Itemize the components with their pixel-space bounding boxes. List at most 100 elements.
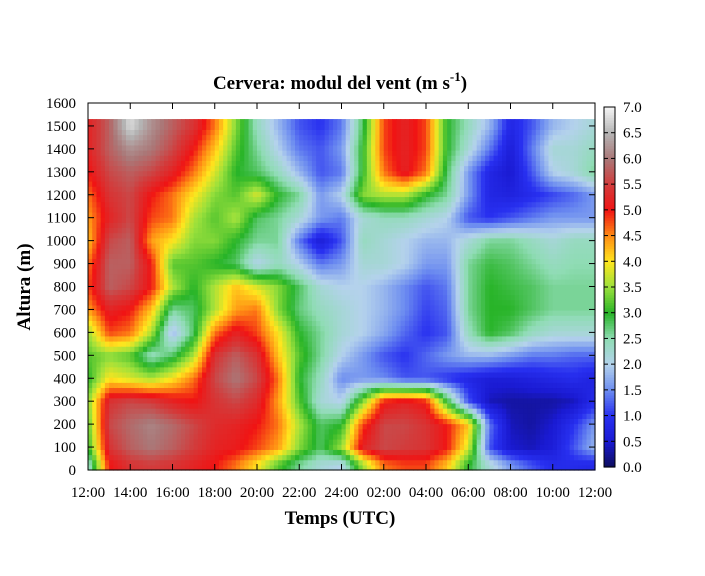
- heatmap-cell: [100, 366, 106, 373]
- heatmap-cell: [92, 289, 98, 296]
- heatmap-cell: [307, 423, 313, 430]
- heatmap-cell: [126, 289, 131, 296]
- heatmap-cell: [168, 392, 174, 399]
- heatmap-cell: [92, 439, 98, 445]
- heatmap-cell: [311, 439, 317, 445]
- heatmap-cell: [261, 397, 267, 404]
- heatmap-cell: [227, 330, 233, 337]
- heatmap-cell: [273, 449, 279, 456]
- heatmap-cell: [206, 289, 212, 296]
- heatmap-cell: [320, 217, 326, 223]
- heatmap-cell: [104, 248, 110, 254]
- heatmap-cell: [299, 310, 305, 316]
- heatmap-cell: [248, 299, 254, 306]
- heatmap-cell: [328, 304, 334, 311]
- heatmap-cell: [286, 180, 292, 187]
- heatmap-cell: [117, 464, 123, 471]
- heatmap-cell: [96, 263, 102, 270]
- heatmap-cell: [104, 439, 110, 445]
- heatmap-cell: [142, 139, 148, 146]
- heatmap-cell: [113, 279, 119, 285]
- heatmap-cell: [164, 263, 169, 270]
- chart-title-superscript: -1: [450, 69, 461, 84]
- heatmap-cell: [176, 273, 182, 280]
- heatmap-cell: [88, 273, 93, 280]
- heatmap-cell: [371, 232, 376, 239]
- heatmap-cell: [354, 428, 359, 435]
- heatmap-cell: [227, 258, 233, 265]
- heatmap-cell: [307, 201, 313, 208]
- heatmap-cell: [257, 191, 262, 198]
- heatmap-cell: [206, 180, 212, 187]
- heatmap-cell: [252, 444, 258, 450]
- heatmap-cell: [324, 150, 330, 156]
- heatmap-cell: [126, 237, 131, 244]
- heatmap-cell: [366, 320, 372, 327]
- heatmap-cell: [278, 315, 283, 321]
- heatmap-cell: [206, 418, 212, 425]
- heatmap-cell: [311, 433, 317, 440]
- heatmap-cell: [117, 433, 123, 440]
- heatmap-cell: [366, 242, 372, 249]
- heatmap-cell: [269, 284, 275, 290]
- heatmap-cell: [362, 139, 368, 146]
- heatmap-cell: [214, 175, 220, 182]
- heatmap-cell: [223, 413, 229, 419]
- heatmap-cell: [371, 273, 376, 280]
- heatmap-cell: [117, 150, 123, 156]
- heatmap-cell: [269, 387, 275, 394]
- heatmap-cell: [320, 310, 326, 316]
- heatmap-cell: [180, 423, 186, 430]
- heatmap-cell: [295, 439, 300, 445]
- heatmap-cell: [345, 299, 351, 306]
- heatmap-cell: [227, 428, 233, 435]
- heatmap-cell: [185, 139, 191, 146]
- heatmap-cell: [362, 155, 368, 161]
- heatmap-cell: [202, 119, 207, 125]
- heatmap-cell: [349, 366, 355, 373]
- heatmap-cell: [278, 206, 283, 213]
- heatmap-cell: [290, 356, 296, 363]
- heatmap-cell: [206, 310, 212, 316]
- heatmap-cell: [248, 330, 254, 337]
- heatmap-cell: [286, 284, 292, 290]
- heatmap-cell: [126, 315, 131, 321]
- heatmap-cell: [138, 170, 144, 177]
- heatmap-cell: [257, 186, 262, 192]
- heatmap-cell: [121, 268, 127, 275]
- heatmap-cell: [113, 304, 119, 311]
- heatmap-cell: [261, 273, 267, 280]
- heatmap-cell: [244, 211, 250, 218]
- heatmap-cell: [316, 351, 321, 358]
- heatmap-cell: [392, 397, 398, 404]
- heatmap-cell: [164, 408, 169, 414]
- heatmap-cell: [189, 299, 195, 306]
- heatmap-cell: [159, 392, 165, 399]
- heatmap-cell: [383, 222, 389, 229]
- heatmap-cell: [185, 464, 191, 471]
- heatmap-cell: [248, 289, 254, 296]
- heatmap-cell: [193, 299, 199, 306]
- heatmap-cell: [316, 325, 321, 332]
- heatmap-cell: [193, 124, 199, 130]
- heatmap-cell: [383, 382, 389, 389]
- heatmap-cell: [341, 165, 347, 172]
- heatmap-cell: [345, 165, 351, 172]
- heatmap-cell: [257, 397, 262, 404]
- heatmap-cell: [240, 356, 245, 363]
- heatmap-cell: [278, 175, 283, 182]
- heatmap-cell: [273, 237, 279, 244]
- heatmap-cell: [375, 180, 381, 187]
- heatmap-cell: [130, 387, 136, 394]
- heatmap-cell: [159, 217, 165, 223]
- heatmap-cell: [396, 346, 402, 352]
- heatmap-cell: [210, 413, 216, 419]
- heatmap-cell: [176, 371, 182, 378]
- heatmap-cell: [265, 325, 271, 332]
- heatmap-cell: [88, 150, 93, 156]
- heatmap-cell: [92, 320, 98, 327]
- heatmap-cell: [113, 392, 119, 399]
- heatmap-cell: [261, 196, 267, 203]
- heatmap-cell: [248, 279, 254, 285]
- heatmap-cell: [320, 439, 326, 445]
